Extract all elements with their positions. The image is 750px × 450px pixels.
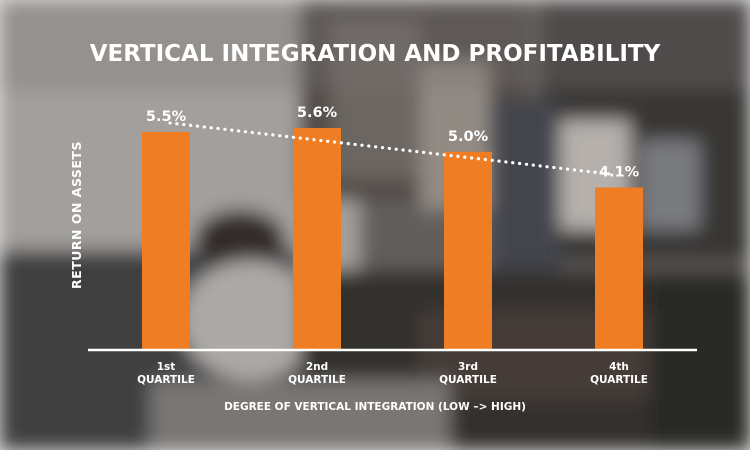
x-tick-labels-group: 1stQUARTILE2ndQUARTILE3rdQUARTILE4thQUAR… xyxy=(137,361,648,386)
bar-1 xyxy=(142,131,190,350)
data-label-2: 5.6% xyxy=(297,105,338,121)
data-label-3: 5.0% xyxy=(448,129,489,145)
bar-2 xyxy=(293,128,341,350)
y-axis-label: RETURN ON ASSETS xyxy=(69,141,84,289)
x-axis-label: DEGREE OF VERTICAL INTEGRATION (LOW –> H… xyxy=(224,401,526,413)
x-tick-label-1-line-1: 1st xyxy=(157,361,176,373)
x-tick-label-3-line-2: QUARTILE xyxy=(439,374,497,386)
x-tick-label-4-line-2: QUARTILE xyxy=(590,374,648,386)
bar-3 xyxy=(444,151,492,350)
bars-group xyxy=(142,128,643,350)
data-labels-group: 5.5% 5.6% 5.0% 4.1% xyxy=(146,105,640,180)
trendline-group xyxy=(168,121,616,177)
bar-4 xyxy=(595,187,643,350)
x-tick-label-2-line-1: 2nd xyxy=(306,361,328,373)
chart-title: VERTICAL INTEGRATION AND PROFITABILITY xyxy=(90,41,661,67)
dotted-trendline xyxy=(168,121,616,177)
x-tick-label-2-line-2: QUARTILE xyxy=(288,374,346,386)
data-label-1: 5.5% xyxy=(146,109,187,125)
x-tick-label-3-line-1: 3rd xyxy=(458,361,478,373)
x-tick-label-4-line-1: 4th xyxy=(609,361,629,373)
x-tick-label-1-line-2: QUARTILE xyxy=(137,374,195,386)
data-label-4: 4.1% xyxy=(599,164,640,180)
